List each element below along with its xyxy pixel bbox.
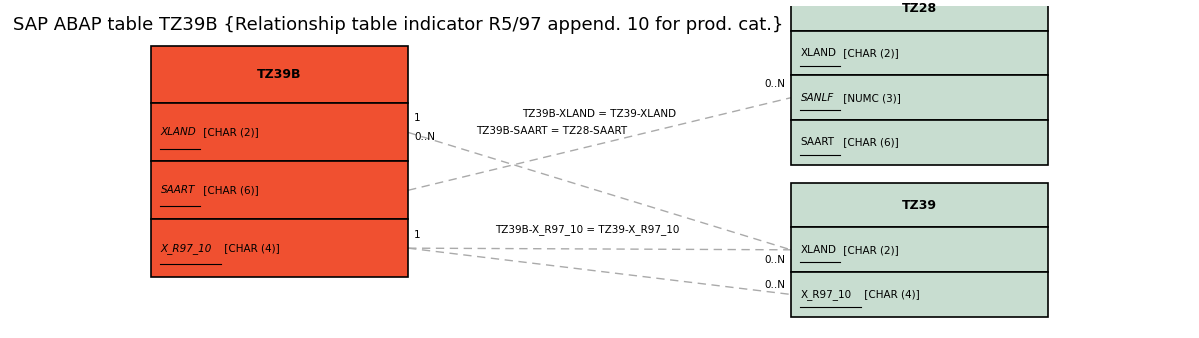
- Text: [CHAR (4)]: [CHAR (4)]: [861, 289, 920, 299]
- Text: [CHAR (4)]: [CHAR (4)]: [221, 243, 279, 253]
- FancyBboxPatch shape: [791, 227, 1048, 272]
- Text: XLAND: XLAND: [161, 127, 197, 138]
- Text: TZ39B: TZ39B: [258, 68, 302, 81]
- FancyBboxPatch shape: [791, 31, 1048, 75]
- Text: TZ39B-SAART = TZ28-SAART: TZ39B-SAART = TZ28-SAART: [476, 126, 627, 136]
- Text: 0..N: 0..N: [764, 79, 785, 90]
- Text: XLAND: XLAND: [801, 245, 837, 255]
- FancyBboxPatch shape: [151, 161, 408, 219]
- FancyBboxPatch shape: [791, 75, 1048, 120]
- Text: TZ39B-XLAND = TZ39-XLAND: TZ39B-XLAND = TZ39-XLAND: [523, 109, 676, 119]
- FancyBboxPatch shape: [791, 120, 1048, 165]
- Text: X_R97_10: X_R97_10: [161, 243, 212, 254]
- Text: XLAND: XLAND: [801, 48, 837, 58]
- Text: TZ39: TZ39: [902, 199, 936, 212]
- Text: 0..N: 0..N: [764, 255, 785, 265]
- Text: 1: 1: [414, 230, 421, 240]
- Text: TZ39B-X_R97_10 = TZ39-X_R97_10: TZ39B-X_R97_10 = TZ39-X_R97_10: [495, 224, 680, 236]
- Text: [CHAR (2)]: [CHAR (2)]: [840, 48, 899, 58]
- Text: [CHAR (6)]: [CHAR (6)]: [200, 185, 259, 195]
- Text: TZ28: TZ28: [902, 2, 938, 15]
- Text: SAP ABAP table TZ39B {Relationship table indicator R5/97 append. 10 for prod. ca: SAP ABAP table TZ39B {Relationship table…: [13, 16, 784, 34]
- Text: SAART: SAART: [801, 137, 835, 147]
- Text: SANLF: SANLF: [801, 93, 833, 103]
- Text: 0..N: 0..N: [414, 132, 435, 142]
- FancyBboxPatch shape: [151, 219, 408, 277]
- Text: X_R97_10: X_R97_10: [801, 289, 851, 300]
- Text: 1: 1: [414, 113, 421, 123]
- Text: [NUMC (3)]: [NUMC (3)]: [840, 93, 900, 103]
- Text: [CHAR (2)]: [CHAR (2)]: [840, 245, 899, 255]
- FancyBboxPatch shape: [791, 183, 1048, 227]
- Text: [CHAR (6)]: [CHAR (6)]: [840, 137, 899, 147]
- Text: 0..N: 0..N: [764, 280, 785, 290]
- Text: SAART: SAART: [161, 185, 195, 195]
- FancyBboxPatch shape: [151, 46, 408, 103]
- FancyBboxPatch shape: [791, 0, 1048, 31]
- FancyBboxPatch shape: [151, 103, 408, 161]
- Text: [CHAR (2)]: [CHAR (2)]: [200, 127, 259, 138]
- FancyBboxPatch shape: [791, 272, 1048, 317]
